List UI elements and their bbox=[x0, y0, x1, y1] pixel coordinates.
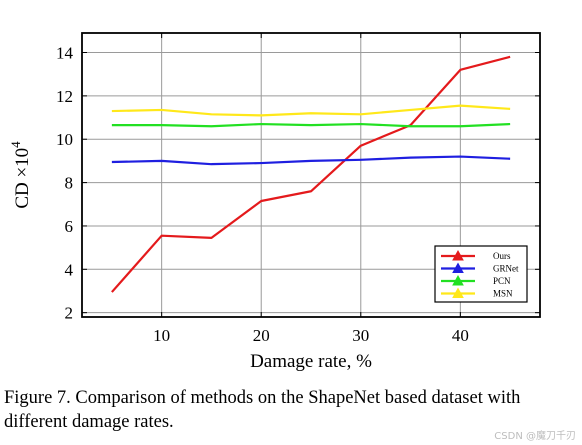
x-tick-label: 40 bbox=[452, 326, 469, 345]
line-chart: 10 20 30 40 2 4 6 8 10 12 14 Damage rate, % CD ×104 O… bbox=[8, 32, 541, 372]
y-tick-label: 10 bbox=[56, 130, 73, 149]
plot-frame bbox=[81, 32, 541, 318]
legend-marker-triangle-icon bbox=[452, 274, 464, 286]
legend-label: MSN bbox=[493, 289, 513, 299]
legend-label: Ours bbox=[493, 251, 511, 261]
legend: Ours GRNet PCN MSN bbox=[434, 245, 528, 303]
watermark: CSDN @魔刀千刃 bbox=[494, 431, 576, 442]
legend-marker-triangle-icon bbox=[452, 249, 464, 261]
y-axis-label: CD ×104 bbox=[8, 141, 33, 209]
y-tick-label: 2 bbox=[65, 304, 74, 323]
x-tick-label: 20 bbox=[253, 326, 270, 345]
figure-caption: Figure 7. Comparison of methods on the S… bbox=[4, 388, 521, 432]
y-tick-label: 6 bbox=[65, 217, 74, 236]
series-line-pcn bbox=[111, 122, 511, 128]
legend-marker-triangle-icon bbox=[452, 262, 464, 273]
y-tick-label: 4 bbox=[65, 260, 74, 279]
legend-label: PCN bbox=[493, 276, 511, 286]
y-tick-label: 12 bbox=[56, 87, 73, 106]
x-axis-label: Damage rate, % bbox=[250, 351, 372, 372]
legend-label: GRNet bbox=[493, 264, 519, 274]
y-tick-label: 14 bbox=[56, 44, 74, 63]
series-line-grnet bbox=[111, 155, 511, 166]
series-line-ours bbox=[111, 55, 511, 293]
series-line-msn bbox=[111, 104, 511, 117]
y-tick-label: 8 bbox=[65, 174, 74, 193]
legend-marker-triangle-icon bbox=[452, 287, 464, 298]
chart-container: 10 20 30 40 2 4 6 8 10 12 14 Damage rate, % CD ×104 O… bbox=[8, 32, 541, 372]
x-tick-label: 30 bbox=[352, 326, 369, 345]
x-tick-label: 10 bbox=[153, 326, 170, 345]
